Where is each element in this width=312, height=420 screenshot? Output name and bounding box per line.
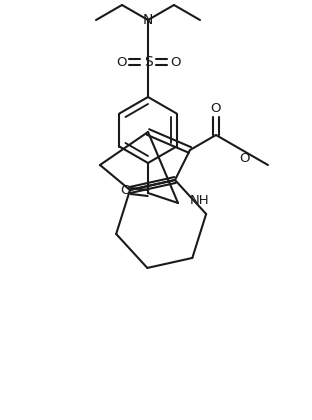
Text: O: O — [170, 55, 180, 68]
Text: O: O — [116, 55, 126, 68]
Text: O: O — [240, 152, 250, 165]
Text: S: S — [144, 55, 152, 69]
Text: NH: NH — [190, 194, 210, 207]
Text: O: O — [120, 184, 130, 197]
Text: N: N — [143, 13, 153, 27]
Text: O: O — [211, 102, 221, 115]
